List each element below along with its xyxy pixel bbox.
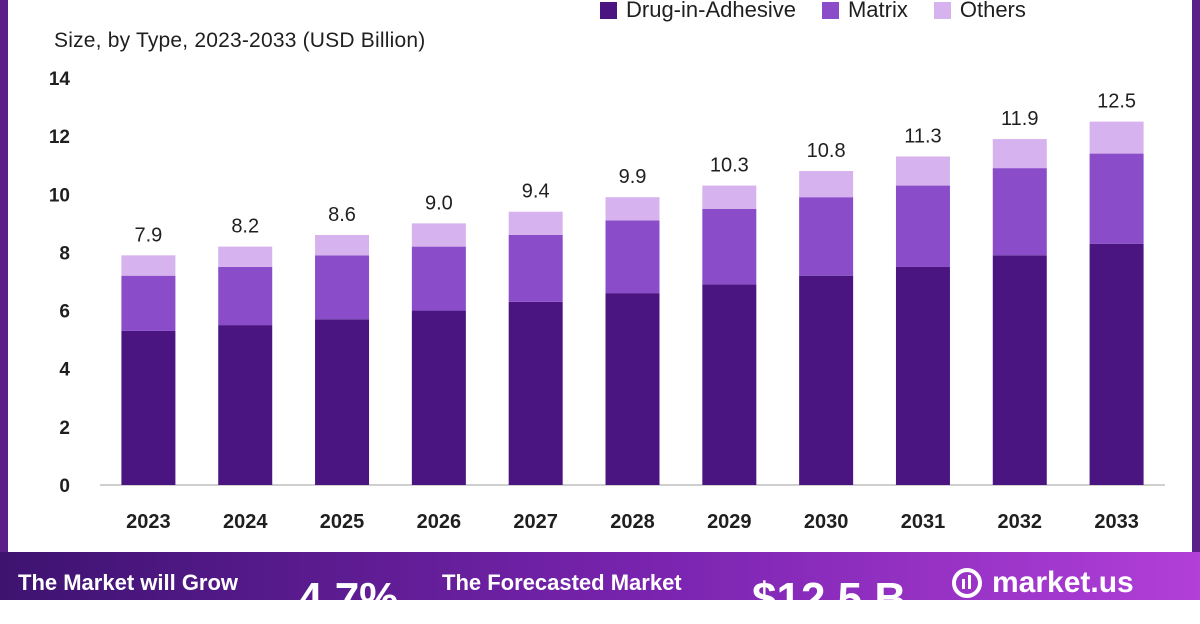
- bar-segment: [121, 275, 176, 331]
- legend-item-drug-in-adhesive: Drug-in-Adhesive: [600, 0, 796, 23]
- brand-logo: market.us: [950, 566, 1134, 600]
- bar-segment: [799, 171, 854, 198]
- bar-segment: [895, 156, 950, 186]
- x-tick-label: 2029: [707, 511, 752, 533]
- bar-segment: [605, 197, 660, 221]
- bar-segment: [895, 266, 950, 485]
- footer-forecast-text: The Forecasted Market: [442, 570, 682, 595]
- bar-segment: [315, 319, 370, 485]
- bar-segment: [702, 185, 757, 209]
- bar-segment: [121, 330, 176, 485]
- stacked-bar-chart: 0 2 4 6 8 10 12 14 7.9 2023 8.2 2024 8.6 2025 9.0 2026 9…: [49, 69, 1165, 533]
- x-tick-label: 2028: [610, 511, 655, 533]
- x-tick-label: 2030: [804, 511, 849, 533]
- x-tick-label: 2027: [513, 511, 558, 533]
- bar-segment: [411, 310, 466, 485]
- y-tick-label: 4: [59, 360, 70, 381]
- x-tick-label: 2032: [998, 511, 1043, 533]
- x-tick-label: 2033: [1094, 511, 1139, 533]
- bar-segment: [315, 255, 370, 320]
- bar-total-label: 9.9: [619, 166, 647, 188]
- bar-segment: [411, 246, 466, 311]
- bar-segment: [605, 220, 660, 294]
- bar-segment: [702, 208, 757, 285]
- bar-segment: [411, 223, 466, 247]
- y-tick-label: 0: [59, 476, 70, 497]
- market-us-logo-icon: [952, 568, 982, 598]
- bar-segment: [992, 255, 1047, 485]
- right-border: [1192, 0, 1200, 552]
- x-tick-label: 2023: [126, 511, 171, 533]
- x-tick-label: 2025: [320, 511, 365, 533]
- bar-segment: [508, 211, 563, 235]
- bar-segment: [895, 185, 950, 267]
- bar-total-label: 7.9: [135, 224, 163, 246]
- legend-swatch-matrix: [821, 1, 839, 19]
- legend-item-matrix: Matrix: [821, 0, 908, 23]
- chart-subtitle: Size, by Type, 2023-2033 (USD Billion): [54, 29, 426, 52]
- bar-total-label: 9.0: [425, 192, 453, 214]
- left-border: [0, 0, 8, 552]
- x-tick-label: 2024: [223, 511, 268, 533]
- y-tick-label: 10: [49, 185, 70, 206]
- bar-total-label: 10.3: [710, 155, 749, 177]
- bar-total-label: 8.2: [231, 216, 259, 238]
- bar-segment: [218, 325, 273, 485]
- legend-label-others: Others: [959, 0, 1026, 22]
- bar-segment: [1089, 121, 1144, 154]
- infographic-frame: Size, by Type, 2023-2033 (USD Billion) D…: [0, 0, 1200, 600]
- bar-segment: [218, 266, 273, 326]
- bar-segment: [121, 255, 176, 276]
- y-tick-label: 2: [59, 418, 70, 439]
- y-tick-label: 6: [59, 302, 70, 323]
- bar-segment: [799, 197, 854, 276]
- y-tick-label: 14: [49, 69, 71, 90]
- footer-grow-text: The Market will Grow: [18, 570, 239, 595]
- footer-cagr-value: 4.7%: [298, 574, 399, 623]
- bar-segment: [218, 246, 273, 267]
- y-tick-label: 8: [59, 243, 70, 264]
- legend-swatch-drug-in-adhesive: [600, 1, 617, 19]
- bar-segment: [702, 284, 757, 485]
- bar-segment: [508, 301, 563, 485]
- bar-segment: [799, 275, 854, 485]
- bar-segment: [992, 139, 1047, 169]
- footer-banner: The Market will Grow 4.7% The Forecasted…: [0, 552, 1200, 623]
- bar-segment: [1089, 243, 1144, 485]
- bar-total-label: 8.6: [328, 204, 356, 226]
- x-tick-label: 2031: [901, 511, 946, 533]
- legend-label-matrix: Matrix: [847, 0, 908, 22]
- brand-name: market.us: [992, 566, 1134, 599]
- bar-total-label: 12.5: [1097, 91, 1136, 113]
- bar-segment: [605, 293, 660, 485]
- bar-segment: [508, 234, 563, 302]
- legend-label-drug-in-adhesive: Drug-in-Adhesive: [626, 0, 796, 22]
- legend-swatch-others: [933, 1, 951, 19]
- bar-total-label: 9.4: [522, 181, 550, 203]
- bar-total-label: 11.3: [904, 125, 941, 147]
- footer-size-value: $12.5 B: [752, 574, 907, 623]
- bar-segment: [992, 168, 1047, 256]
- bar-total-label: 11.9: [1001, 108, 1038, 130]
- bar-total-label: 10.8: [807, 140, 846, 162]
- bar-segment: [315, 234, 370, 256]
- chart-legend: Drug-in-Adhesive Matrix Others: [600, 0, 1052, 23]
- bar-segment: [1089, 153, 1144, 244]
- y-tick-label: 12: [49, 127, 70, 148]
- x-tick-label: 2026: [417, 511, 462, 533]
- legend-item-others: Others: [933, 0, 1026, 23]
